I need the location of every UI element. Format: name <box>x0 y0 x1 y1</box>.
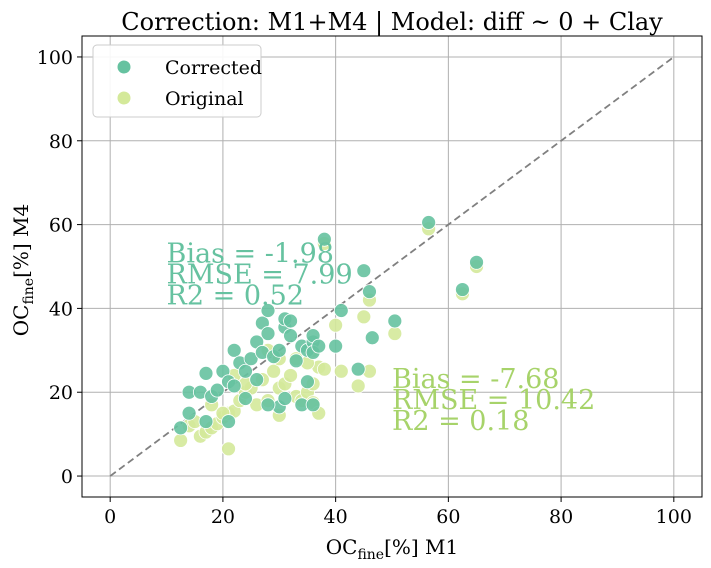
x-axis-label-base: OC <box>326 535 358 559</box>
point-original <box>316 361 332 377</box>
point-corrected <box>421 215 437 230</box>
point-corrected <box>249 372 265 388</box>
point-corrected <box>181 405 197 421</box>
point-corrected <box>243 351 259 367</box>
y-tick-label: 100 <box>37 47 73 69</box>
point-corrected <box>260 326 276 341</box>
point-corrected <box>300 374 315 390</box>
y-tick-label: 80 <box>49 131 73 153</box>
data-points <box>173 215 484 457</box>
y-tick-label: 40 <box>49 298 73 320</box>
point-original <box>333 363 349 379</box>
identity-line-group <box>109 56 675 477</box>
point-corrected <box>288 353 304 369</box>
y-axis-label-sub: fine <box>21 278 37 305</box>
y-axis-label-base: OC <box>9 305 33 337</box>
x-axis-label: OCfine[%] M1 <box>326 535 459 563</box>
point-corrected <box>387 313 403 329</box>
point-corrected <box>198 365 214 381</box>
y-tick-label: 0 <box>61 466 73 488</box>
point-corrected <box>277 391 293 406</box>
point-corrected <box>221 414 236 429</box>
x-tick-label: 0 <box>104 506 116 528</box>
legend-marker-original <box>116 90 132 106</box>
annotation-line: Bias = -7.68 <box>392 364 559 395</box>
point-corrected <box>238 391 253 406</box>
y-tick-label: 60 <box>49 215 73 237</box>
point-corrected <box>311 338 327 354</box>
plot-frame <box>81 35 703 498</box>
x-tick-label: 80 <box>549 506 573 528</box>
y-axis-ticks: 0 20 40 60 80 100 <box>37 47 82 488</box>
x-axis-label-sub: fine <box>357 547 384 563</box>
point-original <box>221 441 236 457</box>
point-corrected <box>283 328 298 344</box>
legend-box <box>92 44 262 118</box>
point-original <box>173 433 189 448</box>
point-corrected <box>455 282 470 297</box>
x-axis-label-rest: [%] M1 <box>384 535 458 559</box>
legend-label-corrected: Corrected <box>165 57 262 79</box>
annotation-line: Bias = -1.98 <box>167 238 334 269</box>
point-original <box>328 317 344 333</box>
annotation-corrected: Bias = -1.98 RMSE = 7.99 R2 = 0.52 <box>167 238 353 311</box>
x-tick-label: 100 <box>656 506 692 528</box>
point-original <box>356 309 372 325</box>
chart-title: Correction: M1+M4 | Model: diff ~ 0 + Cl… <box>121 8 663 37</box>
y-axis-label: OCfine[%] M4 <box>9 204 37 337</box>
point-corrected <box>305 397 321 413</box>
point-corrected <box>260 397 276 413</box>
point-corrected <box>356 263 372 279</box>
identity-line <box>109 56 675 477</box>
point-corrected <box>260 303 276 318</box>
point-corrected <box>333 303 349 318</box>
x-tick-label: 20 <box>211 506 235 528</box>
point-corrected <box>328 338 344 354</box>
point-corrected <box>238 363 253 379</box>
point-corrected <box>316 231 332 247</box>
annotation-original: Bias = -7.68 RMSE = 10.42 R2 = 0.18 <box>392 364 595 437</box>
annotation-line: R2 = 0.52 <box>167 280 304 311</box>
annotation-line: RMSE = 10.42 <box>392 385 595 416</box>
point-corrected <box>350 361 366 377</box>
point-corrected <box>173 420 189 436</box>
point-corrected <box>209 382 225 398</box>
point-corrected <box>226 378 242 394</box>
point-corrected <box>283 313 298 329</box>
point-original <box>350 378 366 394</box>
x-tick-label: 40 <box>324 506 348 528</box>
annotation-line: R2 = 0.18 <box>392 406 529 437</box>
point-corrected <box>364 330 380 346</box>
point-corrected <box>271 342 287 358</box>
y-tick-label: 20 <box>49 382 73 404</box>
x-tick-label: 60 <box>436 506 460 528</box>
point-corrected <box>362 284 377 300</box>
legend-marker-corrected <box>116 59 132 75</box>
point-original <box>387 326 403 341</box>
point-original <box>283 368 298 383</box>
legend: Corrected Original <box>92 44 262 118</box>
point-corrected <box>226 342 242 358</box>
x-axis-ticks: 0 20 40 60 80 100 <box>104 497 692 528</box>
legend-label-original: Original <box>165 88 244 110</box>
y-axis-label-rest: [%] M4 <box>9 204 33 278</box>
annotation-line: RMSE = 7.99 <box>167 259 353 290</box>
point-corrected <box>469 254 484 270</box>
point-corrected <box>198 414 214 429</box>
point-original <box>266 363 282 379</box>
